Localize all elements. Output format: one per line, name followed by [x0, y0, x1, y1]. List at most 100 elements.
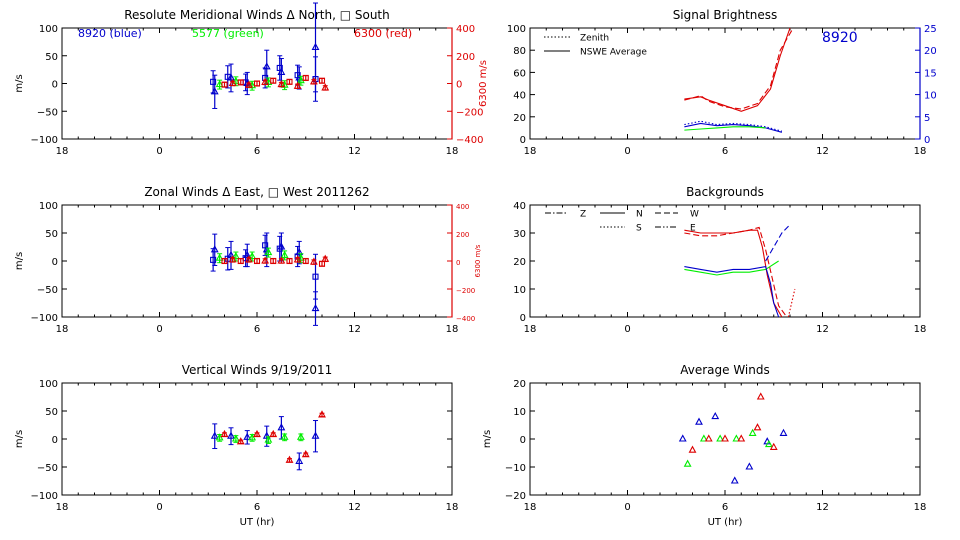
data-point-triangle [737, 434, 746, 442]
data-point-triangle [695, 417, 703, 425]
x-axis-label: UT (hr) [240, 517, 275, 528]
data-point-square [237, 79, 244, 86]
legend-label: Zenith [580, 34, 609, 44]
x-tick-label: 12 [816, 324, 829, 335]
y-tick-label: 10 [513, 285, 526, 296]
data-point-triangle [220, 429, 229, 438]
data-point-square [237, 257, 244, 265]
y-tick-label: 40 [513, 91, 526, 102]
chart-title: Resolute Meridional Winds Δ North, □ Sou… [124, 8, 390, 22]
data-point-triangle [301, 450, 310, 458]
data-point-square [270, 77, 277, 84]
data-point-triangle [296, 432, 305, 440]
legend-label: NSWE Average [580, 48, 647, 58]
x-tick-label: 18 [524, 146, 537, 157]
series-blue [765, 224, 791, 262]
x-tick-label: 0 [156, 146, 162, 157]
x-tick-label: 12 [348, 502, 361, 513]
x-tick-label: 18 [446, 146, 459, 157]
y2-tick-label: 20 [924, 46, 937, 57]
panel-zonal: Zonal Winds Δ East, □ West 2011262 18 0 6 12… [14, 185, 482, 335]
data-point-square [286, 78, 293, 85]
y-tick-label: −50 [37, 107, 58, 118]
data-point-triangle [688, 445, 697, 453]
y-tick-label: −20 [505, 491, 526, 502]
data-point-triangle [732, 434, 741, 442]
data-point-triangle [227, 431, 235, 439]
data-point-triangle [678, 434, 687, 442]
series-red [787, 288, 796, 318]
chart-title: Signal Brightness [673, 8, 778, 22]
data-point-triangle [231, 434, 240, 442]
legend-label: Z [580, 210, 586, 220]
data-point-triangle [264, 247, 273, 256]
y-tick-label: 0 [52, 435, 58, 446]
y2-tick-label: −200 [456, 287, 475, 295]
y-tick-label: 60 [513, 68, 526, 79]
x-tick-label: 0 [624, 324, 630, 335]
data-point-triangle [309, 257, 318, 265]
y-axis-label: m/s [14, 430, 25, 448]
x-tick-label: 18 [56, 502, 69, 513]
y-tick-label: 0 [52, 80, 58, 91]
y-tick-label: 100 [39, 24, 58, 35]
data-point-triangle [748, 428, 757, 436]
y-tick-label: 30 [513, 229, 526, 240]
y-tick-label: 40 [513, 201, 526, 212]
y2-axis-label: 6300 m/s [474, 244, 482, 277]
x-tick-label: 12 [816, 502, 829, 513]
series-red [220, 410, 326, 463]
x-tick-label: 0 [624, 502, 630, 513]
data-point-triangle [277, 423, 286, 431]
data-point-square [210, 256, 217, 263]
data-point-square [221, 257, 228, 265]
data-point-triangle [321, 83, 330, 91]
series-green [215, 75, 305, 91]
data-point-triangle [277, 79, 286, 88]
series-green [215, 247, 305, 264]
x-tick-label: 6 [254, 502, 260, 513]
data-point-triangle [711, 411, 720, 420]
data-point-square [253, 80, 261, 87]
data-point-triangle [293, 81, 302, 89]
data-point-triangle [699, 434, 708, 442]
data-point-triangle [311, 303, 320, 312]
series-blue [678, 411, 788, 484]
y-tick-label: 0 [52, 257, 58, 268]
y2-tick-label: 25 [924, 24, 937, 35]
y2-tick-label: 10 [924, 91, 937, 102]
data-point-square [276, 64, 283, 72]
chart-title: Average Winds [680, 363, 770, 377]
series-green [684, 126, 766, 131]
y2-tick-label: 0 [456, 259, 460, 267]
series-line [684, 122, 783, 133]
series-line [684, 126, 766, 131]
x-tick-label: 6 [722, 502, 728, 513]
x-tick-label: 18 [914, 324, 927, 335]
y2-tick-label: 0 [456, 80, 462, 91]
y-tick-label: 100 [39, 201, 58, 212]
data-point-triangle [311, 42, 320, 50]
y-tick-label: 100 [507, 24, 526, 35]
data-point-triangle [779, 428, 788, 436]
data-point-square [221, 81, 228, 88]
y2-tick-label: 400 [456, 203, 469, 211]
x-tick-label: 0 [156, 324, 162, 335]
series-blue [210, 416, 320, 471]
series-red [684, 27, 794, 110]
data-point-triangle [753, 423, 762, 431]
x-tick-label: 6 [722, 324, 728, 335]
data-point-triangle [296, 76, 305, 84]
data-point-triangle [683, 459, 692, 467]
data-point-triangle [721, 434, 729, 442]
y2-tick-label: 200 [456, 231, 469, 239]
x-tick-label: 6 [722, 146, 728, 157]
y2-tick-label: 0 [924, 135, 930, 146]
data-point-triangle [215, 253, 224, 261]
data-point-triangle [253, 429, 261, 438]
label-6300: 6300 (red) [354, 27, 412, 40]
data-point-triangle [318, 410, 326, 418]
series-line [684, 260, 779, 276]
y-tick-label: −50 [37, 463, 58, 474]
